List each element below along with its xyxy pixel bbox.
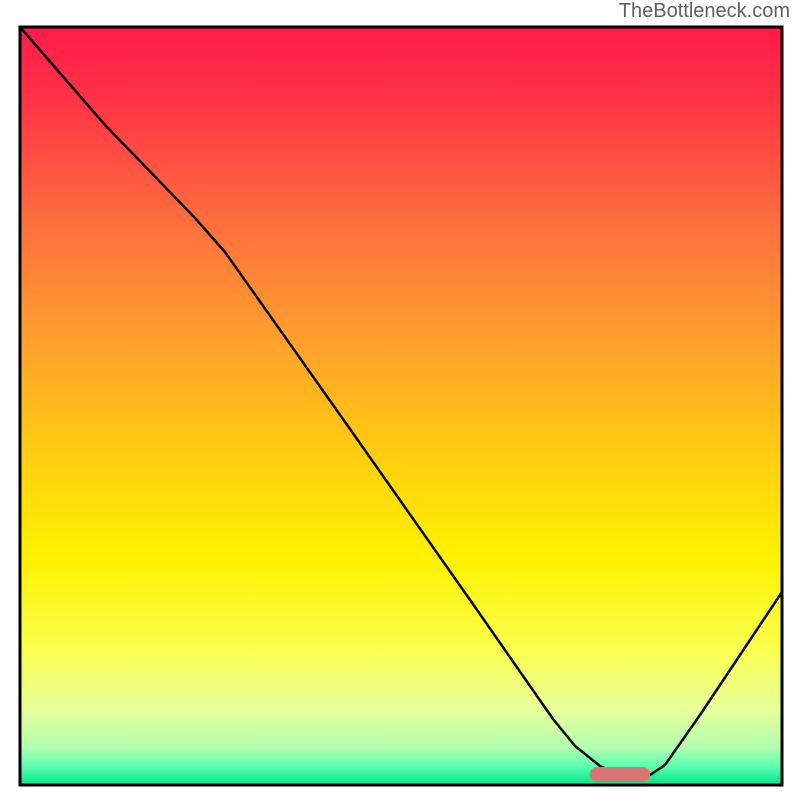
optimal-marker — [590, 767, 650, 782]
bottleneck-chart: TheBottleneck.com — [0, 0, 800, 800]
plot-background — [20, 27, 782, 785]
chart-svg — [0, 0, 800, 800]
watermark-text: TheBottleneck.com — [619, 0, 790, 23]
